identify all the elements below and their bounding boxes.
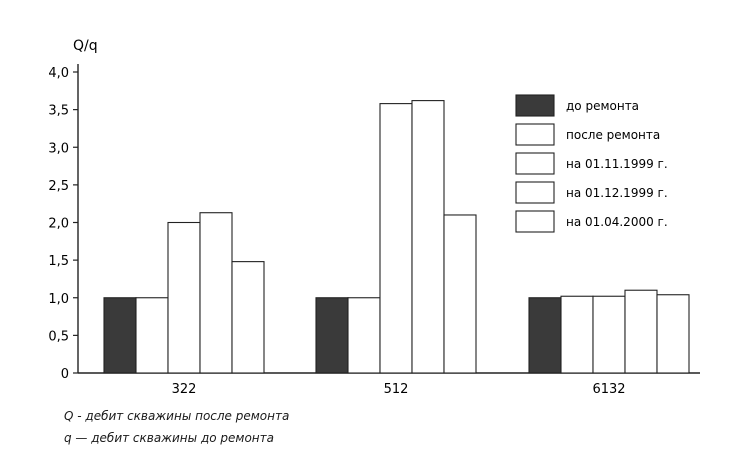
bar: [528, 297, 562, 374]
bar: [443, 214, 477, 374]
legend-swatch: [515, 181, 555, 204]
bars: [103, 100, 690, 374]
x-tick-label: 6132: [592, 382, 625, 397]
x-tick-label: 512: [384, 382, 409, 397]
bar: [347, 297, 381, 374]
x-tick-label: 322: [172, 382, 197, 397]
legend-label: на 01.12.1999 г.: [566, 186, 668, 200]
bar: [315, 297, 349, 374]
bar: [560, 295, 594, 374]
y-tick-label: 0,5: [48, 329, 69, 344]
legend-swatch: [515, 123, 555, 146]
footnote-q-small: q — дебит скважины до ремонта: [64, 431, 274, 445]
legend-label: на 01.11.1999 г.: [566, 157, 668, 171]
bar: [231, 261, 265, 374]
footnote-q-big: Q - дебит скважины после ремонта: [64, 409, 290, 423]
bar: [656, 294, 690, 374]
bar: [103, 297, 137, 374]
legend: до ремонта после ремонта на 01.11.1999 г. н…: [515, 94, 668, 233]
bar: [167, 221, 201, 374]
bar: [379, 103, 413, 374]
bar: [411, 100, 445, 374]
y-tick-label: 3,0: [48, 141, 69, 156]
y-tick-label: 3,5: [48, 104, 69, 119]
y-tick-label: 1,0: [48, 292, 69, 307]
y-axis-label: Q/q: [73, 38, 98, 54]
bar: [624, 289, 658, 374]
y-tick-label: 0: [61, 367, 69, 382]
legend-label: после ремонта: [566, 128, 660, 142]
legend-swatch: [515, 94, 555, 117]
legend-swatch: [515, 152, 555, 175]
bar: [135, 297, 169, 374]
y-tick-label: 1,5: [48, 254, 69, 269]
y-tick-label: 2,0: [48, 217, 69, 232]
y-tick-label: 4,0: [48, 66, 69, 81]
legend-swatch: [515, 210, 555, 233]
bar: [199, 212, 233, 374]
legend-label: на 01.04.2000 г.: [566, 215, 668, 229]
legend-label: до ремонта: [566, 99, 639, 113]
bar: [592, 295, 626, 374]
y-tick-label: 2,5: [48, 179, 69, 194]
